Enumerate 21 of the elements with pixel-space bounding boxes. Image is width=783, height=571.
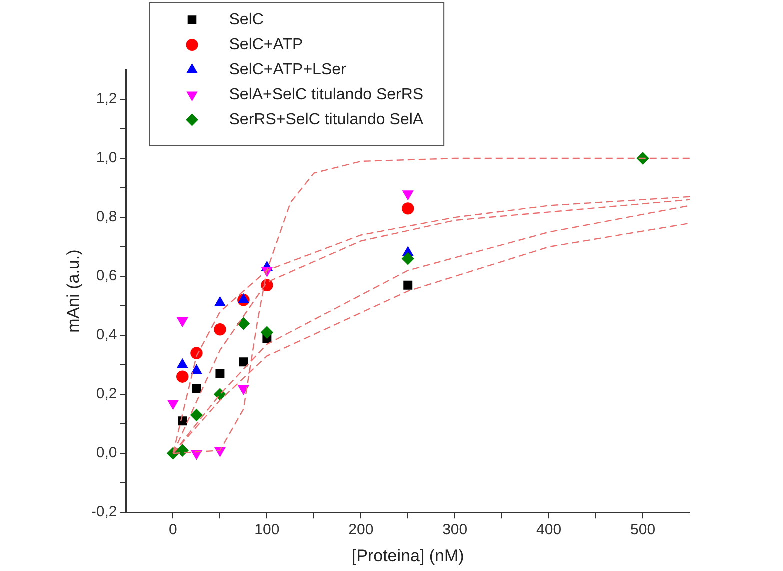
- legend-label: SelC+ATP+LSer: [229, 61, 348, 78]
- x-tick-label: 400: [536, 522, 562, 539]
- y-tick-label: 0,0: [96, 444, 118, 462]
- legend-label: SelA+SelC titulando SerRS: [229, 86, 424, 104]
- y-tick-label: 1,2: [96, 90, 118, 108]
- y-tick-label: -0,2: [91, 504, 118, 521]
- y-tick-label: 0,8: [96, 208, 118, 226]
- x-tick-label: 500: [630, 522, 656, 539]
- y-tick-label: 0,2: [96, 386, 118, 403]
- x-tick-label: 0: [169, 522, 178, 539]
- legend-label: SelC: [229, 11, 264, 28]
- y-tick-label: 0,4: [96, 326, 118, 344]
- y-tick-label: 0,6: [96, 268, 118, 285]
- legend-label: SelC+ATP: [229, 36, 304, 54]
- y-axis-title: mAni (a.u.): [64, 250, 83, 333]
- x-axis-title: [Proteina] (nM): [352, 546, 464, 566]
- x-tick-label: 300: [442, 522, 468, 539]
- legend-label: SerRS+SelC titulando SelA: [229, 111, 424, 128]
- y-tick-label: 1,0: [96, 150, 118, 167]
- x-tick-label: 100: [254, 522, 280, 539]
- x-tick-label: 200: [348, 522, 374, 539]
